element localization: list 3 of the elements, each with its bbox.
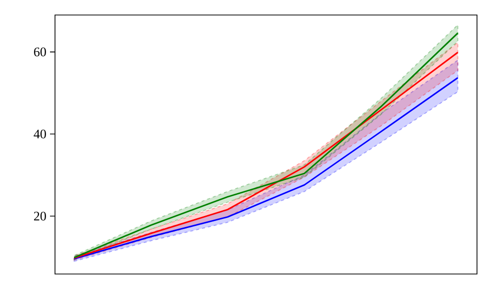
y-tick-label: 40 [34, 130, 46, 138]
y-tick-label: 20 [34, 212, 46, 221]
y-tick-label: 60 [34, 48, 46, 56]
